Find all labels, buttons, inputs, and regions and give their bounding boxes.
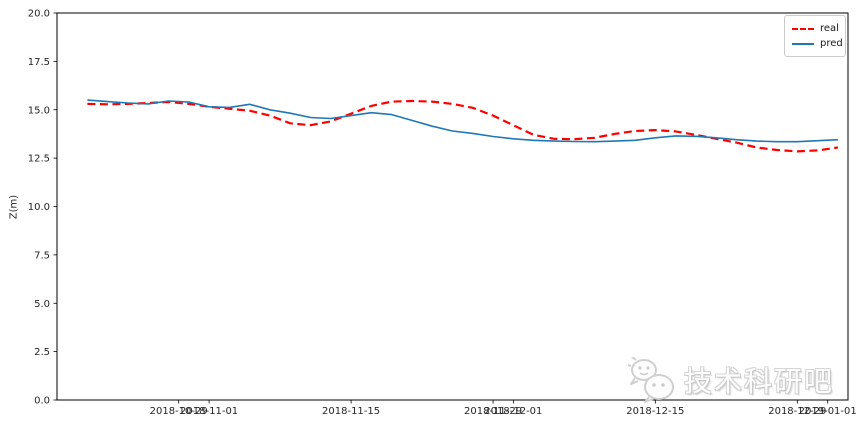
svg-text:15.0: 15.0	[28, 105, 50, 116]
watermark: 技术科研吧	[627, 357, 834, 403]
svg-text:2018-10-29: 2018-10-29	[150, 406, 208, 417]
svg-text:10.0: 10.0	[28, 202, 50, 213]
svg-text:7.5: 7.5	[34, 250, 50, 261]
legend-line-pred-icon	[792, 42, 814, 45]
legend-label-pred: pred	[820, 37, 843, 49]
svg-text:20.0: 20.0	[28, 9, 50, 20]
svg-text:0.0: 0.0	[34, 396, 50, 407]
svg-text:2018-12-01: 2018-12-01	[484, 406, 542, 417]
legend-item-real: real	[792, 21, 839, 36]
svg-text:2018-12-29: 2018-12-29	[768, 406, 826, 417]
svg-text:2018-12-15: 2018-12-15	[626, 406, 684, 417]
svg-text:2018-11-29: 2018-11-29	[464, 406, 522, 417]
svg-text:2019-01-01: 2019-01-01	[799, 406, 857, 417]
svg-text:5.0: 5.0	[34, 299, 50, 310]
svg-text:2.5: 2.5	[34, 347, 50, 358]
wechat-icon	[627, 357, 674, 403]
svg-text:12.5: 12.5	[28, 154, 50, 165]
legend: real pred	[784, 15, 846, 57]
svg-text:17.5: 17.5	[28, 57, 50, 68]
legend-line-real-icon	[792, 27, 814, 30]
y-axis-label: Z(m)	[8, 194, 20, 220]
watermark-text: 技术科研吧	[683, 365, 834, 398]
svg-text:2018-11-15: 2018-11-15	[322, 406, 380, 417]
legend-label-real: real	[820, 22, 839, 34]
legend-item-pred: pred	[792, 36, 843, 51]
svg-text:2018-11-01: 2018-11-01	[180, 406, 238, 417]
